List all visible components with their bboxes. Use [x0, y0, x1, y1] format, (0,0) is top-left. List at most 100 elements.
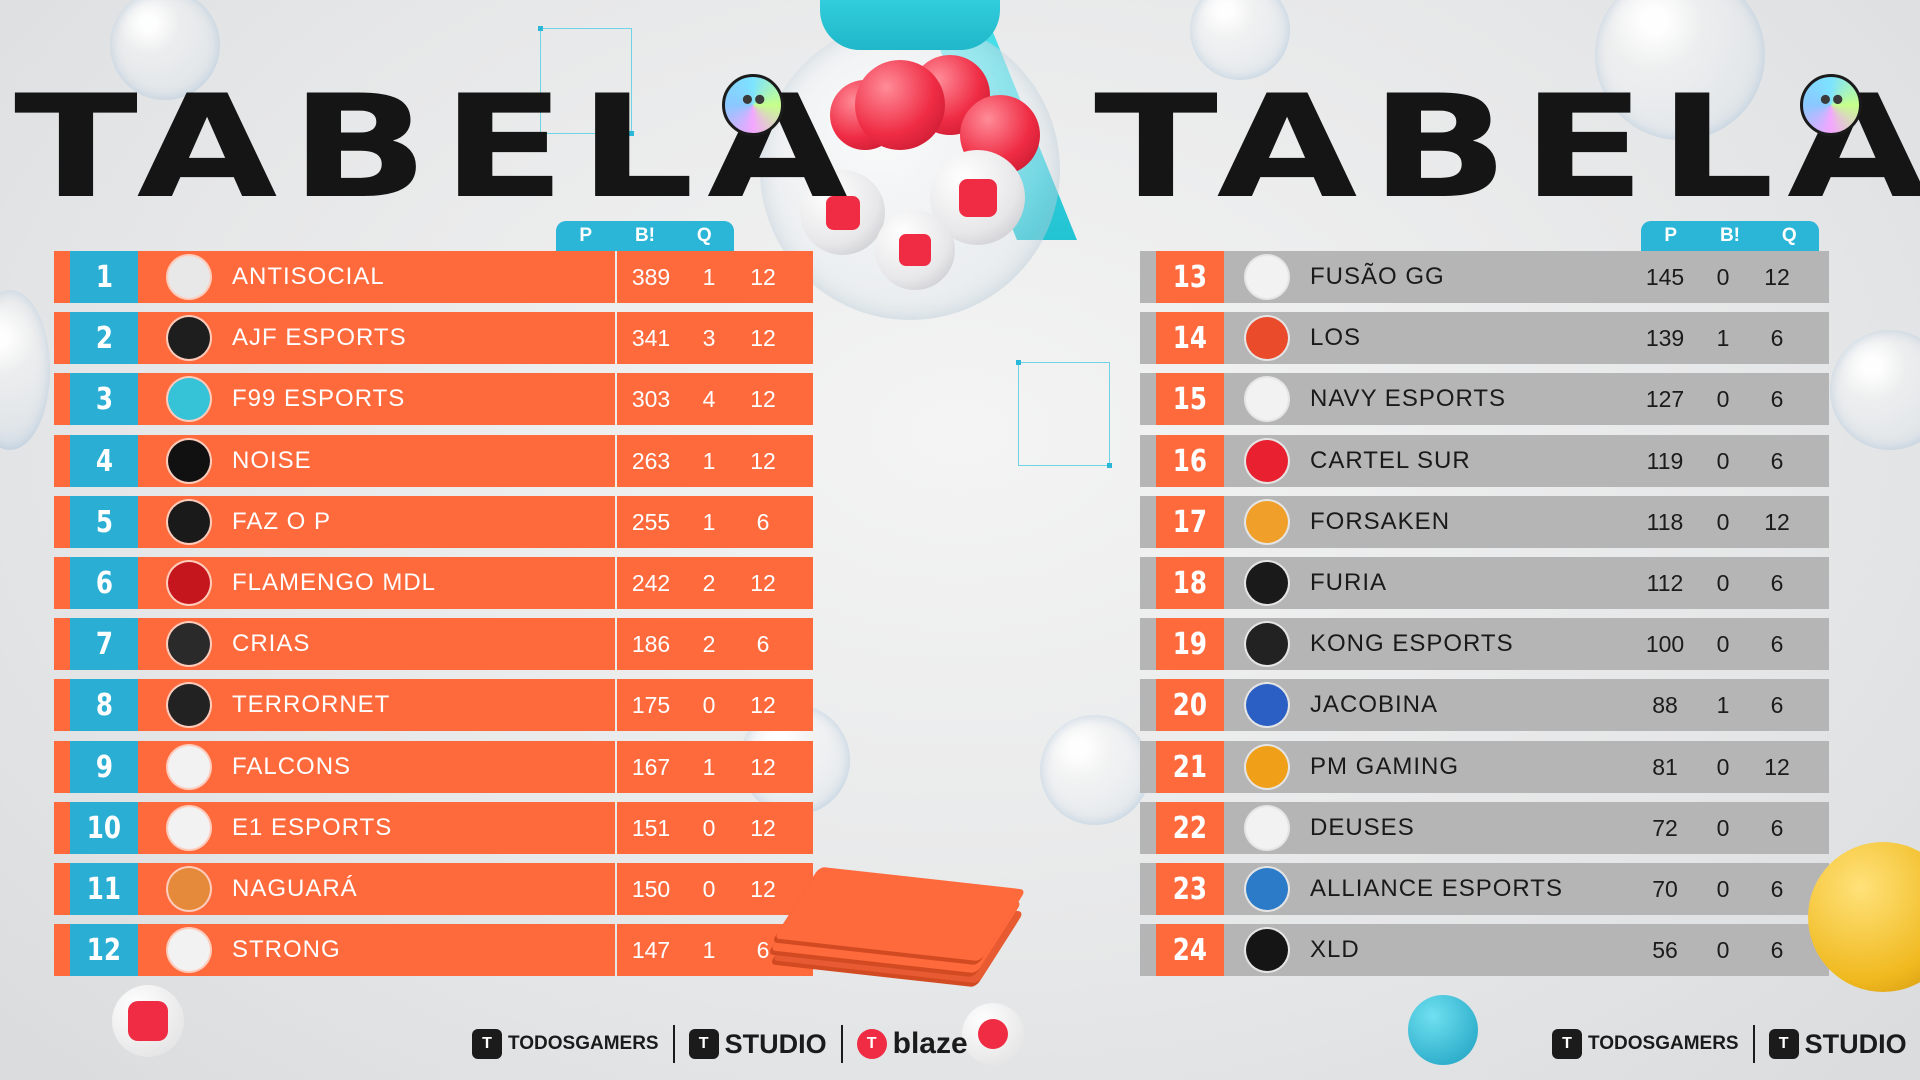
points-value: 175 [631, 691, 671, 718]
e1-logo-icon [168, 807, 210, 849]
team-cell: DEUSES [1224, 802, 1681, 854]
rank-number: 7 [70, 618, 138, 670]
row-edge-decoration [1140, 618, 1156, 670]
points-value: 118 [1646, 508, 1684, 535]
matches-value: 6 [1770, 447, 1784, 474]
table-header-right: P B! Q [1641, 221, 1819, 251]
matches-value: 12 [750, 263, 776, 290]
matches-value: 6 [756, 630, 770, 657]
row-edge-decoration [1140, 373, 1156, 425]
matches-value: 6 [756, 508, 770, 535]
gumball-cap [820, 0, 1000, 50]
blaze-orb-icon [112, 985, 184, 1057]
matches-value: 6 [1770, 569, 1784, 596]
booyahs-value: 0 [1716, 263, 1730, 290]
points-value: 303 [631, 385, 671, 412]
table-row: 8 TERRORNET 175 0 12 [70, 679, 813, 731]
sponsor-label: TODOSGAMERS [508, 1033, 659, 1054]
card-stack-illustration [768, 866, 1027, 984]
row-edge-decoration [54, 435, 70, 487]
booyahs-value: 0 [1716, 936, 1730, 963]
flamengo-logo-icon [168, 562, 210, 604]
matches-value: 6 [1770, 385, 1784, 412]
matches-value: 12 [750, 447, 776, 474]
team-name: NAGUARÁ [232, 875, 358, 902]
team-name: CRIAS [232, 630, 311, 657]
team-name: TERRORNET [232, 691, 391, 718]
team-stats: 341 3 12 [617, 312, 813, 364]
matches-value: 12 [750, 385, 776, 412]
points-value: 112 [1646, 569, 1684, 596]
blaze-icon: T [856, 1029, 887, 1059]
row-edge-decoration [54, 741, 70, 793]
team-cell: FAZ O P [138, 496, 615, 548]
bubble-decoration [1830, 330, 1920, 450]
team-cell: NAGUARÁ [138, 863, 615, 915]
team-stats: 389 1 12 [617, 251, 813, 303]
sponsor-label: STUDIO [1804, 1028, 1907, 1059]
rank-number: 21 [1156, 741, 1224, 793]
team-cell: LOS [1224, 312, 1681, 364]
booyahs-value: 0 [1716, 447, 1730, 474]
smiley-icon [1800, 74, 1862, 136]
fusao-logo-icon [1246, 256, 1288, 298]
row-edge-decoration [1140, 435, 1156, 487]
red-ball-icon [855, 60, 945, 150]
crias-logo-icon [168, 623, 210, 665]
sponsor-logo: T TODOSGAMERS [1552, 1029, 1739, 1059]
rank-number: 18 [1156, 557, 1224, 609]
sponsor-logo: T TODOSGAMERS [472, 1029, 659, 1059]
team-stats: 145 0 12 [1631, 251, 1829, 303]
team-name: FURIA [1310, 569, 1387, 596]
table-row: 4 NOISE 263 1 12 [70, 435, 813, 487]
table-row: 11 NAGUARÁ 150 0 12 [70, 863, 813, 915]
rank-number: 1 [70, 251, 138, 303]
alliance-logo-icon [1246, 868, 1288, 910]
points-value: 389 [631, 263, 671, 290]
points-value: 139 [1645, 324, 1685, 351]
team-name: E1 ESPORTS [232, 814, 393, 841]
team-cell: JACOBINA [1224, 679, 1681, 731]
row-edge-decoration [54, 802, 70, 854]
row-edge-decoration [54, 863, 70, 915]
row-edge-decoration [1140, 741, 1156, 793]
studio-icon: T [1768, 1029, 1799, 1059]
booyahs-value: 1 [1716, 691, 1730, 718]
frame-decoration [1016, 360, 1112, 468]
points-value: 151 [631, 814, 671, 841]
sponsor-label: STUDIO [724, 1028, 827, 1059]
rank-number: 16 [1156, 435, 1224, 487]
matches-value: 12 [750, 753, 776, 780]
sponsor-label: blaze [892, 1027, 968, 1060]
booyahs-value: 0 [1716, 753, 1730, 780]
row-edge-decoration [54, 496, 70, 548]
table-row: 16 CARTEL SUR 119 0 6 [1156, 435, 1829, 487]
dice-ball-icon [800, 170, 885, 255]
table-row: 22 DEUSES 72 0 6 [1156, 802, 1829, 854]
falcons-logo-icon [168, 746, 210, 788]
rank-number: 17 [1156, 496, 1224, 548]
team-cell: CRIAS [138, 618, 615, 670]
team-cell: ALLIANCE ESPORTS [1224, 863, 1681, 915]
table-row: 3 F99 ESPORTS 303 4 12 [70, 373, 813, 425]
team-stats: 70 0 6 [1631, 863, 1829, 915]
team-name: AJF ESPORTS [232, 324, 407, 351]
matches-value: 6 [1770, 814, 1784, 841]
team-stats: 303 4 12 [617, 373, 813, 425]
booyahs-value: 0 [1716, 569, 1730, 596]
header-matches: Q [1781, 225, 1797, 246]
navy-logo-icon [1246, 378, 1288, 420]
row-edge-decoration [1140, 557, 1156, 609]
bubble-decoration [1040, 715, 1150, 825]
table-row: 6 FLAMENGO MDL 242 2 12 [70, 557, 813, 609]
points-value: 119 [1646, 447, 1684, 474]
table-row: 20 JACOBINA 88 1 6 [1156, 679, 1829, 731]
team-cell: NOISE [138, 435, 615, 487]
todosgamers-icon: T [1552, 1029, 1582, 1059]
booyahs-value: 2 [702, 630, 716, 657]
team-name: F99 ESPORTS [232, 385, 406, 412]
points-value: 145 [1645, 263, 1685, 290]
team-stats: 119 0 6 [1631, 435, 1829, 487]
frame-decoration [538, 26, 634, 136]
